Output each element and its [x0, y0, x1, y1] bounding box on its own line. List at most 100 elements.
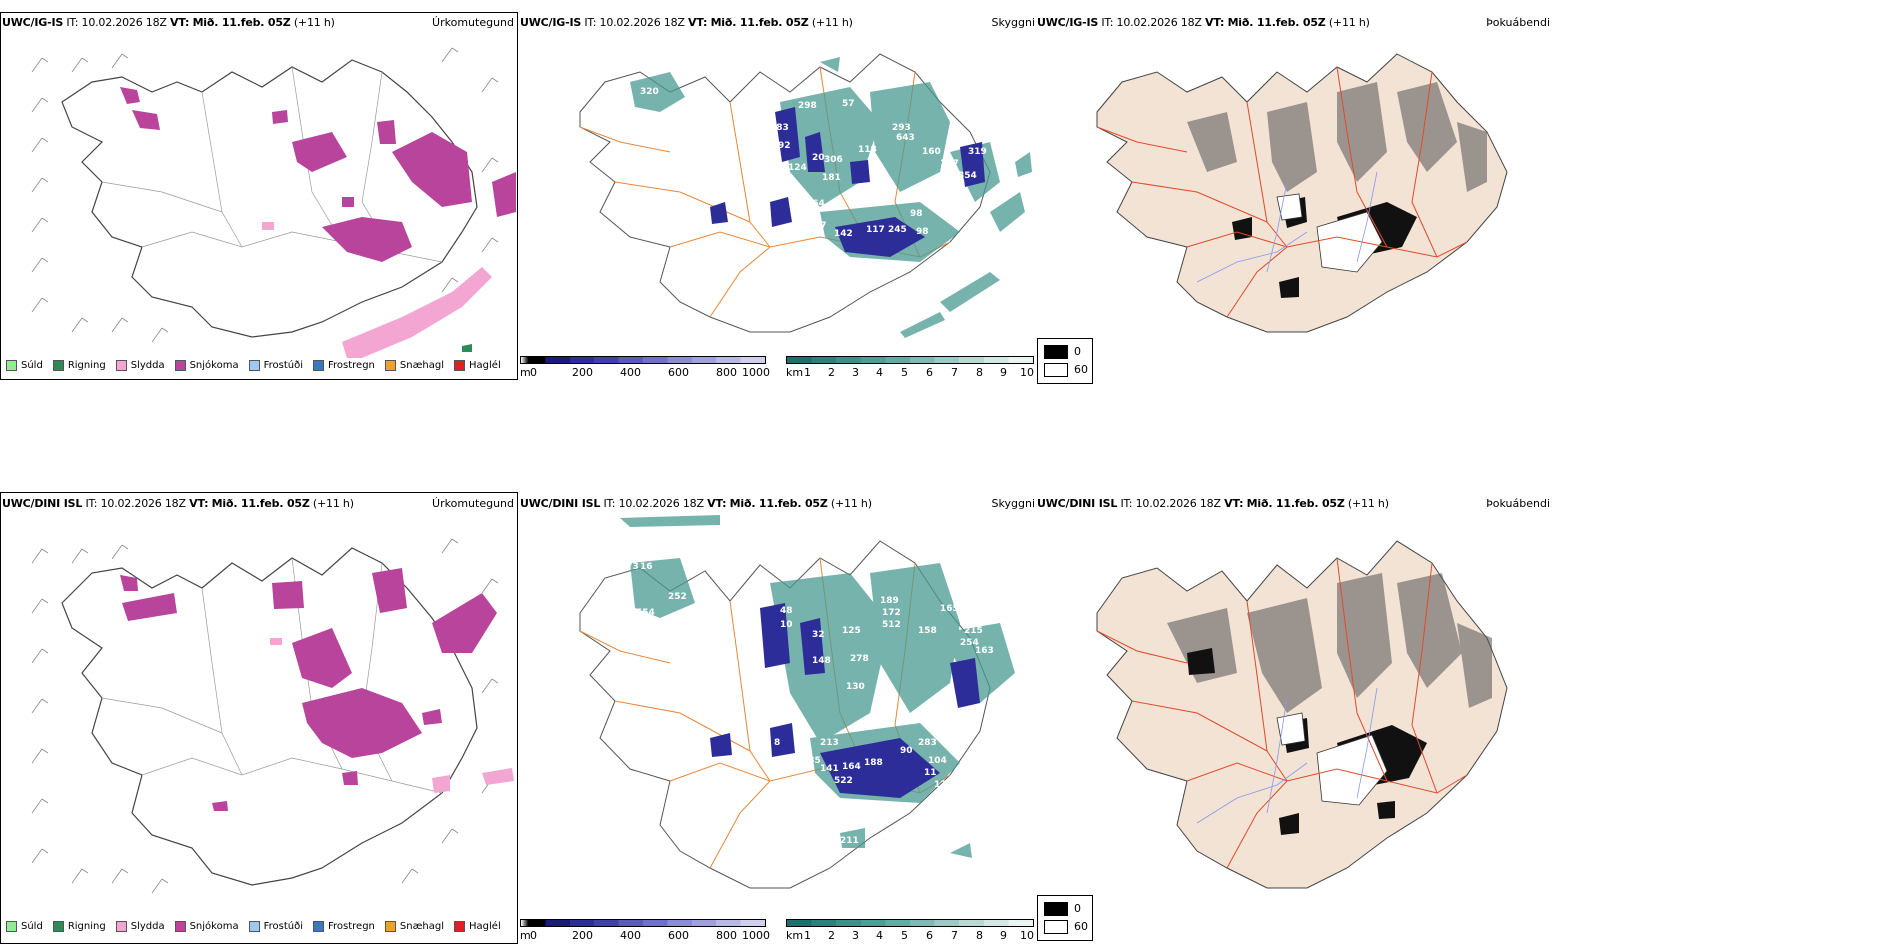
value-label: 90: [900, 746, 913, 756]
panel-precip-type-row2-content: UWC/DINI ISL IT: 10.02.2026 18Z VT: Mið.…: [2, 497, 516, 942]
value-label: 92: [778, 141, 791, 151]
value-label: 172: [882, 608, 901, 618]
value-label: 98: [916, 227, 929, 237]
colorbar-tick: 4: [876, 929, 883, 942]
legend-label: 60: [1074, 363, 1088, 376]
value-label: 131: [934, 780, 953, 790]
value-label: 142: [834, 229, 853, 239]
value-label: 158: [918, 626, 937, 636]
colorbar-tick: 3: [852, 929, 859, 942]
colorbar-tick: 8: [976, 366, 983, 379]
legend-item: Frostregn: [313, 921, 375, 932]
rain-areas: [462, 344, 472, 352]
colorbar-tick: 200: [572, 366, 593, 379]
legend-item: Haglél: [454, 360, 501, 371]
panel-fog-row2: UWC/DINI ISL IT: 10.02.2026 18Z VT: Mið.…: [1037, 497, 1550, 942]
roads: [1096, 66, 1468, 318]
panel-visibility-row2: UWC/DINI ISL IT: 10.02.2026 18Z VT: Mið.…: [520, 497, 1035, 942]
fog-legend: 0 60: [1037, 338, 1093, 384]
wind-barbs: [31, 538, 499, 894]
visibility-values: 273 16 252 554 48 189 172 512 165 10 32 …: [620, 562, 994, 846]
value-label: 278: [850, 654, 869, 664]
colorbar-tick: 600: [668, 366, 689, 379]
fog-map: [1096, 53, 1508, 333]
legend-swatch: [6, 360, 17, 371]
value-label: 163: [975, 646, 994, 656]
product-label: Úrkomutegund: [432, 16, 514, 29]
legend-item: Frostúði: [248, 921, 303, 932]
legend-label: 0: [1074, 345, 1081, 358]
product-label: Þokuábendi: [1486, 497, 1550, 510]
fog-map: [1096, 540, 1508, 889]
value-label: 148: [812, 656, 831, 666]
colorbar-tick: 800: [716, 929, 737, 942]
legend-item: Snæhagl: [384, 921, 444, 932]
visibility-colorbar: km 1 2 3 4 5 6 7 8 9 10: [786, 356, 1034, 379]
colorbar-unit: km: [786, 366, 804, 379]
precip-map: [31, 47, 516, 358]
panel-precip-type-row1-content: UWC/IG-IS IT: 10.02.2026 18Z VT: Mið. 11…: [2, 16, 516, 378]
value-label: 211: [840, 836, 859, 846]
roads: [1096, 557, 1468, 869]
colorbar-tick: 8: [976, 929, 983, 942]
colorbar-tick: 9: [1000, 366, 1007, 379]
visibility-colorbar: km 1 2 3 4 5 6 7 8 9 10: [786, 919, 1034, 942]
legend-item: Slydda: [115, 360, 165, 371]
colorbar-tick: 1: [804, 366, 811, 379]
value-label: 77: [814, 221, 827, 231]
value-label: 383: [770, 123, 789, 133]
legend-label: 60: [1074, 920, 1088, 933]
colorbar-tick: 5: [901, 366, 908, 379]
value-label: 254: [960, 638, 979, 648]
iceland-land: [1096, 53, 1508, 333]
legend-swatch: [1044, 920, 1068, 934]
value-label: 189: [880, 596, 899, 606]
snow-areas: [120, 568, 497, 811]
panel-precip-type-row2: [0, 492, 518, 944]
colorbar-tick: 6: [926, 929, 933, 942]
iceland-outline: [61, 547, 478, 886]
legend-swatch: [1044, 902, 1068, 916]
visibility-values: 320 298 383 57 293 643 92 124 20 306 181…: [640, 87, 987, 239]
panel-title: UWC/DINI ISL IT: 10.02.2026 18Z VT: Mið.…: [2, 497, 354, 510]
value-label: 20: [812, 153, 825, 163]
panel-title: UWC/IG-IS IT: 10.02.2026 18Z VT: Mið. 11…: [2, 16, 335, 29]
colorbar-tick: 0: [530, 366, 537, 379]
legend-swatch: [1044, 345, 1068, 359]
product-label: Þokuábendi: [1486, 16, 1550, 29]
value-label: 293: [892, 123, 911, 133]
value-label: 48: [780, 606, 793, 616]
value-label: 252: [668, 592, 687, 602]
visibility-map: 320 298 383 57 293 643 92 124 20 306 181…: [579, 53, 1032, 338]
glaciers: [1276, 712, 1388, 806]
legend-swatch: [248, 360, 260, 371]
colorbar-tick: 6: [926, 366, 933, 379]
colorbar-strip: [786, 356, 1034, 364]
value-label: 215: [964, 626, 983, 636]
value-label: 522: [834, 776, 853, 786]
legend-swatch: [1044, 363, 1068, 377]
colorbar-tick: 800: [716, 366, 737, 379]
precip-legend: Súld Rigning Slydda Snjókoma Frostúði Fr…: [6, 921, 501, 932]
legend-item: Súld: [6, 360, 43, 371]
panel-title: UWC/DINI ISL IT: 10.02.2026 18Z VT: Mið.…: [1037, 497, 1389, 510]
value-label: 164: [842, 762, 861, 772]
value-label: 124: [788, 163, 807, 173]
legend-swatch: [174, 360, 186, 371]
colorbar-tick: 400: [620, 366, 641, 379]
iceland-outline: [61, 59, 478, 338]
value-label: 117: [866, 225, 885, 235]
precip-legend: Súld Rigning Slydda Snjókoma Frostúði Fr…: [6, 360, 501, 371]
legend-item: Snæhagl: [384, 360, 444, 371]
value-label: 125: [842, 626, 861, 636]
product-label: Skyggni: [991, 497, 1035, 510]
legend-label: 0: [1074, 902, 1081, 915]
legend-swatch: [454, 921, 466, 932]
colorbar-tick: 1000: [742, 929, 770, 942]
colorbar-tick: 10: [1020, 929, 1034, 942]
legend-swatch: [384, 360, 396, 371]
value-label: 57: [842, 99, 855, 109]
sleet-areas: [270, 638, 514, 793]
colorbar-tick: 4: [876, 366, 883, 379]
colorbar-tick: 2: [828, 366, 835, 379]
